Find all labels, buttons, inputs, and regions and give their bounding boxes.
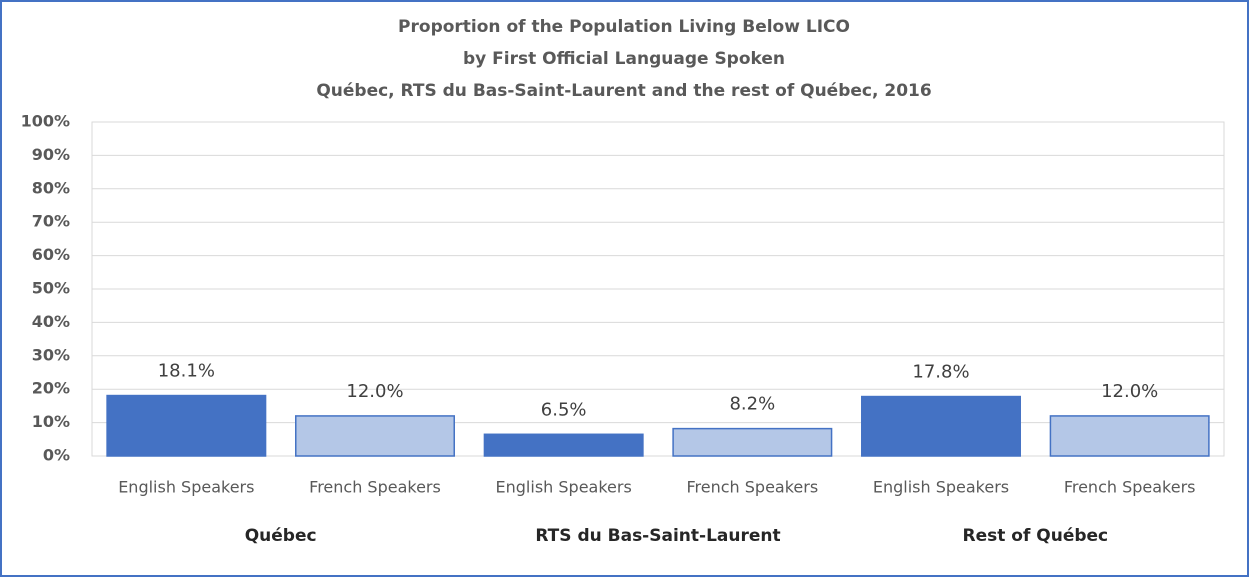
bar [483, 433, 644, 457]
bar [295, 415, 455, 457]
group-label: RTS du Bas-Saint-Laurent [535, 526, 780, 546]
x-tick-label: French Speakers [1064, 478, 1196, 497]
data-label: 12.0% [1101, 381, 1158, 402]
y-tick-label: 100% [21, 112, 70, 131]
bar [106, 394, 267, 457]
y-tick-label: 80% [32, 178, 70, 197]
y-tick-label: 20% [32, 379, 70, 398]
bar [672, 427, 833, 457]
chart-title: Proportion of the Population Living Belo… [398, 17, 850, 37]
x-tick-label: English Speakers [496, 478, 632, 497]
data-label: 8.2% [729, 394, 775, 415]
x-tick-label: English Speakers [118, 478, 254, 497]
y-tick-label: 10% [32, 412, 70, 431]
x-tick-label: French Speakers [686, 478, 818, 497]
data-label: 18.1% [158, 361, 215, 382]
y-tick-label: 40% [32, 312, 70, 331]
data-label: 6.5% [541, 399, 587, 420]
x-tick-label: English Speakers [873, 478, 1009, 497]
chart-title: by First Official Language Spoken [463, 49, 785, 69]
data-label: 17.8% [912, 362, 969, 383]
y-tick-label: 0% [43, 446, 70, 465]
y-tick-label: 50% [32, 279, 70, 298]
y-tick-label: 30% [32, 345, 70, 364]
data-label: 12.0% [346, 381, 403, 402]
bar [1049, 415, 1210, 457]
y-tick-label: 70% [32, 212, 70, 231]
x-tick-label: French Speakers [309, 478, 441, 497]
bar [861, 395, 1021, 457]
y-tick-label: 90% [32, 145, 70, 164]
group-label: Québec [245, 526, 317, 546]
y-tick-label: 60% [32, 245, 70, 264]
group-label: Rest of Québec [963, 526, 1109, 546]
chart-title: Québec, RTS du Bas-Saint-Laurent and the… [316, 81, 931, 101]
